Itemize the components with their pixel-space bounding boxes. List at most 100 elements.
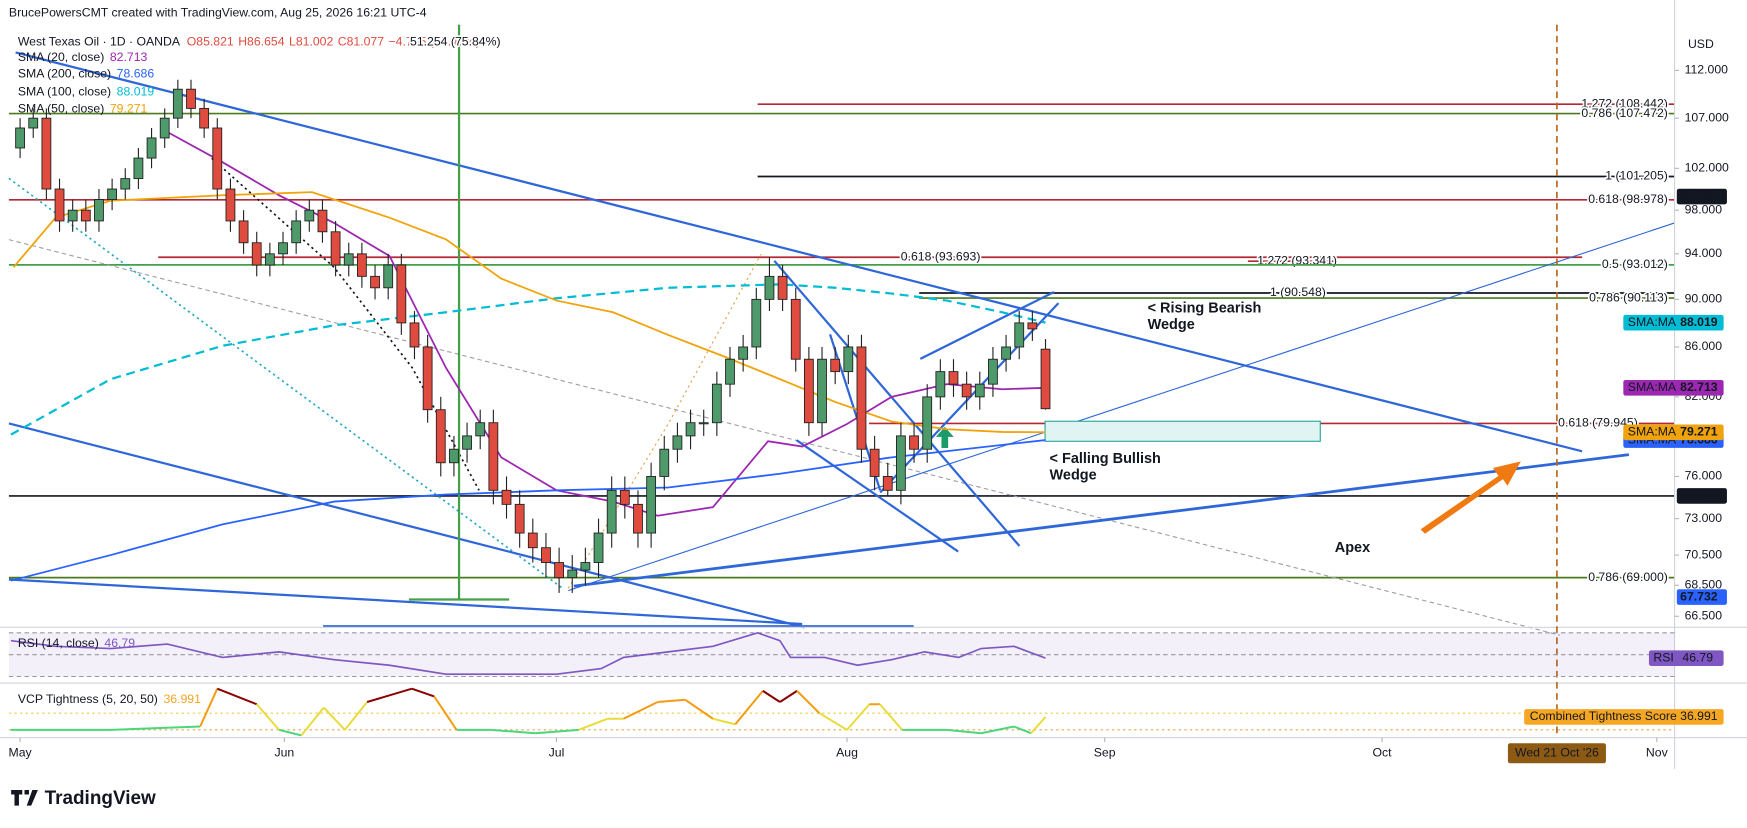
- vcp-segment: [946, 728, 982, 735]
- x-tick-label: May: [9, 745, 33, 759]
- vcp-value: 36.991: [163, 692, 201, 706]
- level-label: 0.786 (107.472): [1581, 106, 1668, 120]
- candle-body: [856, 346, 867, 450]
- ma-tag: [1623, 379, 1724, 396]
- vcp-name: VCP Tightness (5, 20, 50): [18, 692, 158, 706]
- arrow: [1420, 461, 1521, 534]
- candle-body: [777, 275, 788, 300]
- annotation: < Falling Bullish: [1050, 451, 1161, 467]
- candle-body: [343, 253, 354, 266]
- candle-body: [1001, 346, 1011, 360]
- vcp-segment: [1030, 716, 1047, 734]
- vcp-segment: [762, 690, 781, 703]
- candle-body: [896, 435, 906, 491]
- vcp-segment: [323, 706, 346, 731]
- vcp-segment: [411, 687, 435, 698]
- candle-body: [356, 253, 367, 277]
- logo: [11, 790, 38, 806]
- candle-body: [619, 489, 630, 505]
- wedge-line: [795, 439, 959, 553]
- vcp-segment: [879, 703, 903, 731]
- currency: USD: [1688, 37, 1714, 51]
- drawings: [8, 24, 1675, 636]
- candle-body: [725, 358, 735, 385]
- ohlc: C81.077: [338, 35, 385, 49]
- candle-body: [462, 435, 472, 450]
- y-tick-label: 68.500: [1685, 577, 1723, 591]
- candle-body: [738, 346, 749, 360]
- ohlc: O85.821: [187, 35, 234, 49]
- vcp-tag: [1524, 709, 1724, 725]
- vcp-segment: [110, 725, 201, 731]
- ma-tag: [1623, 314, 1724, 331]
- trend-line: [15, 51, 1583, 453]
- ohlc: H86.654: [238, 35, 285, 49]
- trend-line: [8, 239, 1560, 636]
- candle-body: [133, 157, 144, 180]
- candle-body: [238, 220, 249, 244]
- brand-name: TradingView: [45, 788, 156, 809]
- vcp-segment: [433, 695, 458, 731]
- candle-body: [422, 346, 433, 411]
- vcp-segment: [255, 703, 280, 731]
- vcp-legend: VCP Tightness (5, 20, 50) 36.991: [18, 692, 201, 706]
- wedge-line: [879, 302, 1060, 494]
- measure-label: 51.254 (75.84%): [410, 35, 501, 49]
- wedge-line: [773, 260, 1021, 547]
- legend-name: SMA (200, close): [18, 67, 111, 81]
- trend-line: [568, 222, 1675, 592]
- vcp-segment: [1013, 725, 1032, 735]
- candle-body: [606, 489, 617, 534]
- candle-body: [567, 569, 578, 579]
- candle-body: [28, 117, 39, 129]
- candle-body: [685, 422, 696, 437]
- candle-body: [974, 383, 985, 398]
- candle-body: [370, 275, 380, 289]
- labels: BrucePowersCMT created with TradingView.…: [9, 6, 1730, 809]
- rsi-name: RSI (14, close): [18, 636, 99, 650]
- y-tick-label: 112.000: [1685, 63, 1729, 77]
- candle-body: [475, 422, 486, 437]
- trend-line: [8, 422, 805, 629]
- candle-body: [659, 448, 670, 477]
- annotation: < Rising Bearish: [1148, 301, 1262, 317]
- arrow: [935, 426, 954, 448]
- level-label: 0.786 (90.113): [1589, 290, 1668, 304]
- vcp-segment: [846, 703, 871, 731]
- vcp-segment: [278, 728, 302, 737]
- candle-body: [527, 532, 538, 549]
- symbol: West Texas Oil · 1D · OANDA: [18, 35, 181, 49]
- price-tag: [1676, 488, 1727, 504]
- cursor-date: Wed 21 Oct '26: [1515, 745, 1599, 759]
- candle-body: [409, 322, 420, 348]
- candle-body: [54, 188, 65, 222]
- vcp-segment: [344, 701, 368, 731]
- fib-levels: 1.272 (108.442)0.786 (107.472) 1 (101.205…: [8, 95, 1675, 586]
- price-tag: [1676, 188, 1727, 205]
- candle-body: [633, 503, 643, 534]
- ma-tag-name: SMA:MA: [1628, 315, 1677, 329]
- candle-body: [751, 298, 762, 348]
- candle-body: [580, 562, 591, 571]
- candle-body: [449, 448, 459, 464]
- rsi-legend: RSI (14, close) 46.79: [18, 636, 135, 650]
- vcp-segment: [300, 706, 325, 737]
- candle-body: [172, 88, 183, 119]
- ma-tag-value: 88.019: [1680, 315, 1718, 329]
- candle-body: [212, 127, 223, 190]
- legend-value: 78.686: [117, 67, 155, 81]
- candle-body: [698, 422, 709, 425]
- candle-body: [1027, 322, 1038, 330]
- candle-body: [67, 209, 78, 222]
- trend-line: [8, 177, 564, 590]
- legend-item: SMA (200, close) 78.686: [18, 67, 155, 81]
- price-tag-label: 99.286: [1680, 189, 1718, 203]
- candle-body: [291, 220, 302, 244]
- ma-tag-name: SMA:MA: [1628, 380, 1677, 394]
- legend-name: SMA (20, close): [18, 50, 104, 64]
- y-tick-label: 98.000: [1685, 202, 1723, 216]
- ohlc: L81.002: [289, 35, 333, 49]
- candle-body: [199, 107, 210, 129]
- candle-body: [159, 117, 170, 139]
- legend-value: 88.019: [117, 85, 155, 99]
